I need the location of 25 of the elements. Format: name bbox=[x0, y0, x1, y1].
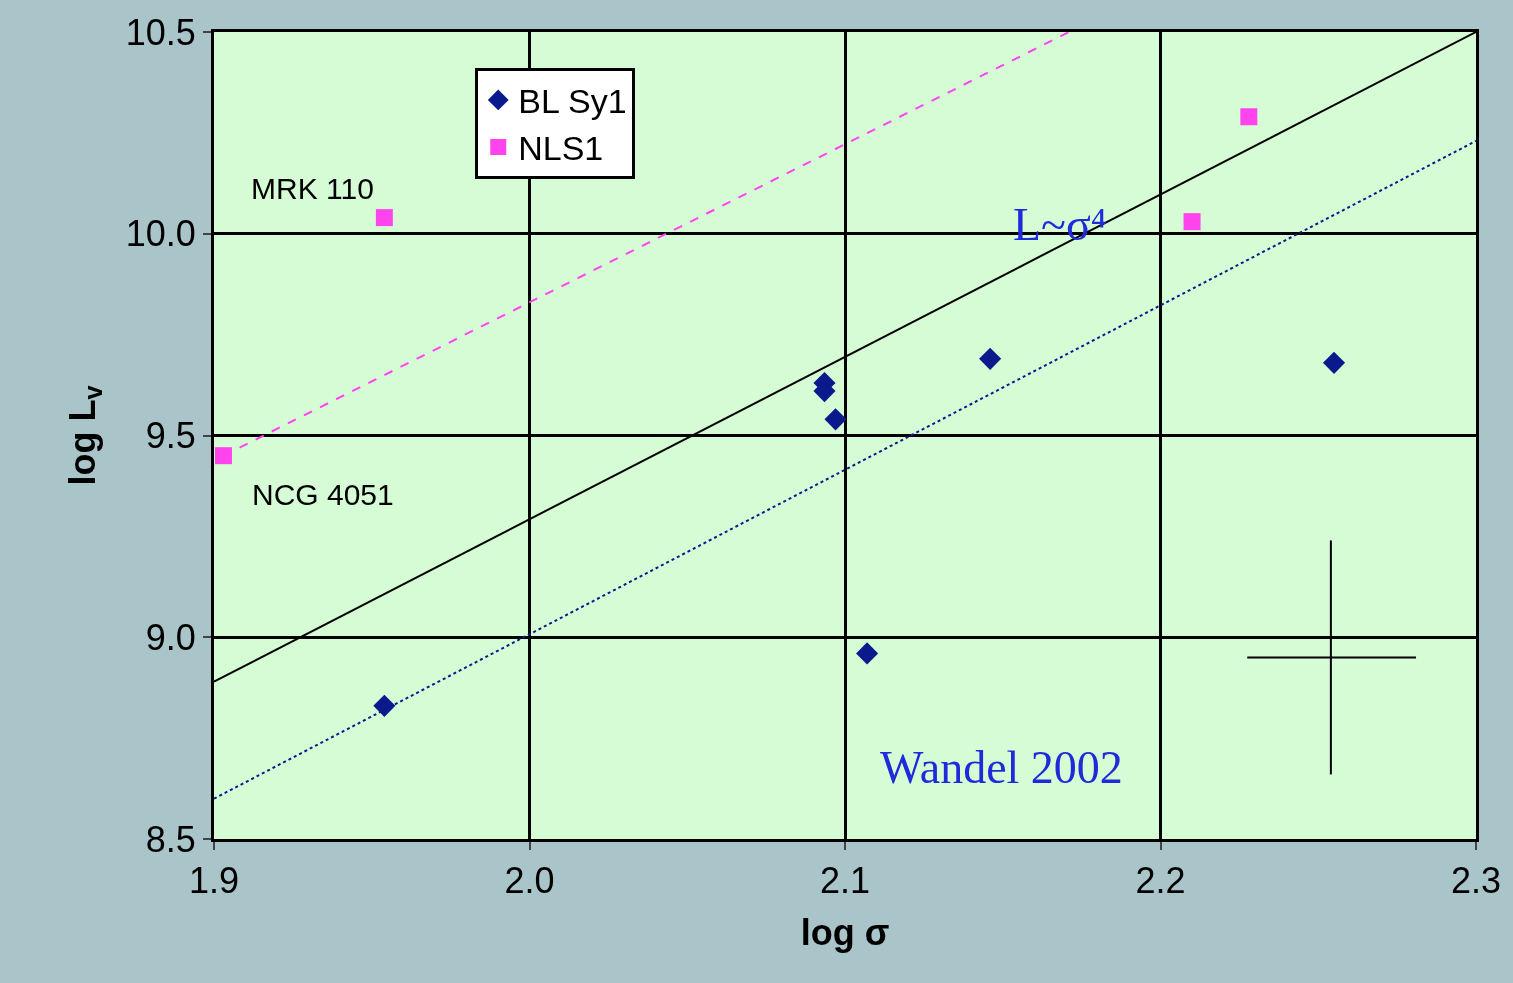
point bbox=[1322, 351, 1346, 374]
y-tick-label: 8.5 bbox=[145, 818, 196, 860]
x-tick-label: 2.1 bbox=[819, 860, 871, 902]
x-tick-label: 1.9 bbox=[188, 860, 240, 902]
point bbox=[856, 642, 879, 665]
point bbox=[375, 209, 393, 227]
annotation: NCG 4051 bbox=[252, 478, 394, 511]
x-tick-label: 2.2 bbox=[1135, 860, 1186, 902]
point bbox=[373, 694, 396, 717]
point bbox=[824, 408, 847, 431]
x-tick-label: 2.0 bbox=[504, 860, 555, 902]
y-tick-label: 10.5 bbox=[125, 11, 196, 53]
point bbox=[214, 447, 232, 465]
point bbox=[1240, 108, 1258, 126]
x-tick-label: 2.3 bbox=[1450, 860, 1502, 902]
legend-label: NLS1 bbox=[518, 129, 604, 168]
y-tick-label: 9.5 bbox=[145, 415, 196, 457]
point bbox=[979, 347, 1002, 370]
annotation: MRK 110 bbox=[251, 172, 374, 205]
x-axis-title: log σ bbox=[800, 911, 890, 953]
legend-label: BL Sy1 bbox=[518, 82, 627, 121]
y-tick-label: 9.0 bbox=[145, 616, 196, 658]
point bbox=[1183, 213, 1201, 231]
annotation: Wandel 2002 bbox=[880, 742, 1123, 793]
y-tick-label: 10.0 bbox=[125, 213, 196, 255]
